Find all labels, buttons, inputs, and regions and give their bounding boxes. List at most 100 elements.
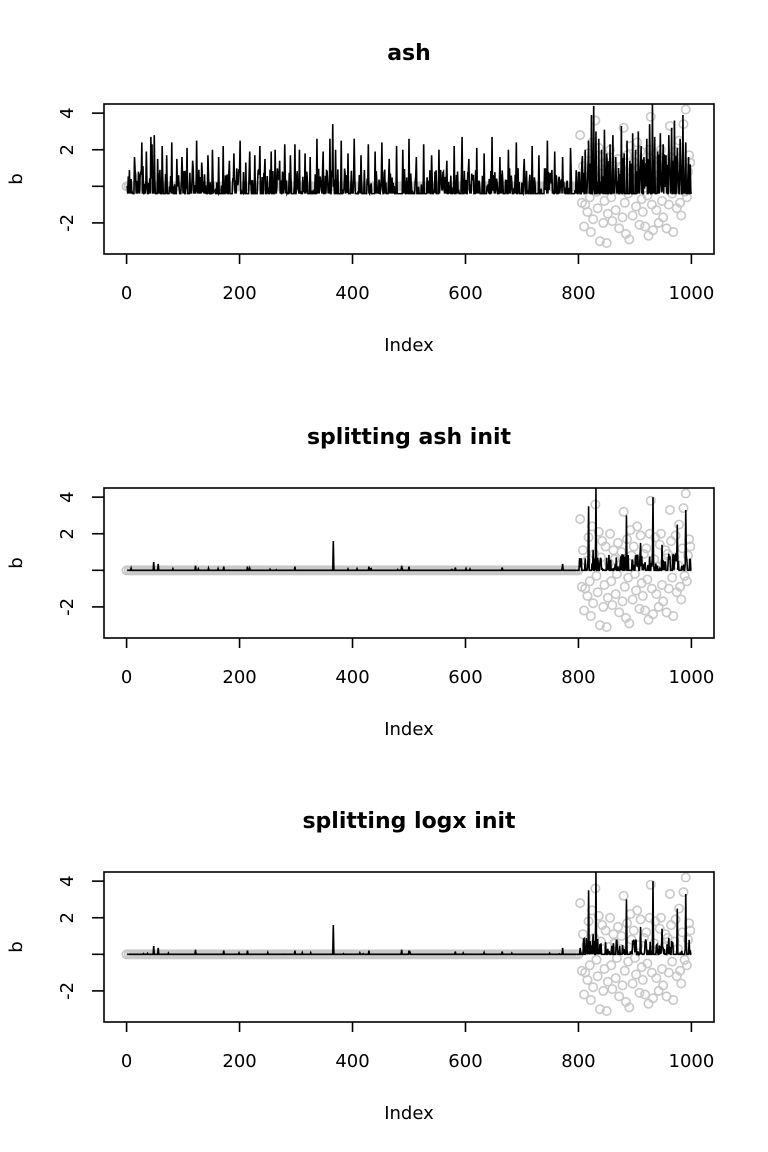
- truth-point: [679, 954, 690, 965]
- truth-point: [632, 905, 643, 916]
- truth-point: [663, 583, 674, 594]
- truth-point: [668, 227, 679, 238]
- truth-point: [673, 903, 684, 914]
- truth-point: [612, 921, 623, 932]
- truth-point: [675, 197, 686, 208]
- x-axis-label: Index: [384, 335, 434, 356]
- truth-point: [641, 927, 652, 938]
- truth-point: [645, 111, 656, 122]
- truth-point: [628, 925, 639, 936]
- x-tick-label: 800: [561, 1051, 595, 1072]
- truth-point: [602, 208, 613, 219]
- truth-point: [632, 137, 643, 148]
- truth-point: [619, 581, 630, 592]
- y-tick-label: -2: [57, 982, 78, 1000]
- y-axis-label: b: [6, 173, 27, 184]
- truth-point: [611, 952, 622, 963]
- truth-point: [680, 872, 691, 883]
- truth-point: [618, 122, 629, 133]
- truth-point: [668, 611, 679, 622]
- x-tick-label: 200: [222, 1051, 256, 1072]
- truth-point: [678, 503, 689, 514]
- x-tick-label: 0: [121, 667, 132, 688]
- truth-point: [670, 530, 681, 541]
- truth-point: [667, 956, 678, 967]
- truth-point: [601, 238, 612, 249]
- truth-point: [666, 920, 677, 931]
- truth-point: [617, 980, 628, 991]
- truth-point: [609, 938, 620, 949]
- truth-point: [590, 115, 601, 126]
- truth-point: [637, 206, 648, 217]
- truth-point: [582, 590, 593, 601]
- truth-point: [637, 974, 648, 985]
- x-tick-label: 600: [448, 667, 482, 688]
- truth-point: [605, 912, 616, 923]
- truth-point: [600, 925, 611, 936]
- truth-point: [585, 611, 596, 622]
- truth-point: [602, 976, 613, 987]
- truth-point: [651, 973, 662, 984]
- truth-point: [675, 581, 686, 592]
- truth-point: [679, 570, 690, 581]
- truth-point: [683, 934, 694, 945]
- x-tick-label: 0: [121, 1051, 132, 1072]
- truth-point: [577, 545, 588, 556]
- plot-frame: [103, 487, 715, 639]
- truth-point: [676, 594, 687, 605]
- truth-point: [664, 888, 675, 899]
- truth-point: [642, 574, 653, 585]
- y-axis-label: b: [6, 941, 27, 952]
- truth-point: [681, 576, 692, 587]
- truth-point: [598, 217, 609, 228]
- truth-point: [601, 622, 612, 633]
- truth-point: [602, 592, 613, 603]
- truth-point: [646, 967, 657, 978]
- truth-point: [624, 618, 635, 629]
- truth-point: [666, 536, 677, 547]
- truth-point: [588, 982, 599, 993]
- truth-point: [676, 978, 687, 989]
- panel-splitting-logx-init: splitting logx init Index b 0 200 400 600 800 10…: [6, 809, 715, 1124]
- truth-point: [617, 212, 628, 223]
- y-tick-label: -2: [57, 214, 78, 232]
- truth-point: [575, 514, 586, 525]
- truth-point: [658, 212, 669, 223]
- truth-point: [582, 206, 593, 217]
- truth-point: [635, 530, 646, 541]
- y-tick-label: 4: [57, 491, 78, 502]
- truth-point: [600, 541, 611, 552]
- truth-point: [619, 197, 630, 208]
- truth-point: [588, 598, 599, 609]
- truth-point: [664, 504, 675, 515]
- truth-point: [575, 898, 586, 909]
- y-axis: -2 2 4: [57, 491, 104, 616]
- truth-point: [634, 219, 645, 230]
- truth-point: [591, 954, 602, 965]
- x-axis-label: Index: [384, 1103, 434, 1124]
- x-axis: 0 200 400 600 800 1000: [121, 1022, 714, 1072]
- y-tick-label: 2: [57, 912, 78, 923]
- truth-point: [605, 528, 616, 539]
- x-tick-label: 600: [448, 283, 482, 304]
- truth-point: [584, 576, 595, 587]
- truth-point: [651, 589, 662, 600]
- truth-point: [584, 960, 595, 971]
- estimate-line: [126, 103, 693, 197]
- chart-title: ash: [387, 41, 431, 66]
- truth-point: [641, 543, 652, 554]
- truth-point: [653, 601, 664, 612]
- truth-point: [683, 550, 694, 561]
- truth-point: [624, 234, 635, 245]
- y-axis: -2 2 4: [57, 107, 104, 232]
- x-tick-label: 1000: [669, 667, 715, 688]
- truth-point: [591, 570, 602, 581]
- truth-point: [612, 537, 623, 548]
- truth-point: [627, 210, 638, 221]
- chart-title: splitting ash init: [307, 425, 512, 450]
- truth-point: [607, 984, 618, 995]
- truth-point: [655, 912, 666, 923]
- panel-splitting-ash-init: splitting ash init Index b 0 200 400 600 800 100…: [6, 425, 715, 740]
- x-tick-label: 600: [448, 1051, 482, 1072]
